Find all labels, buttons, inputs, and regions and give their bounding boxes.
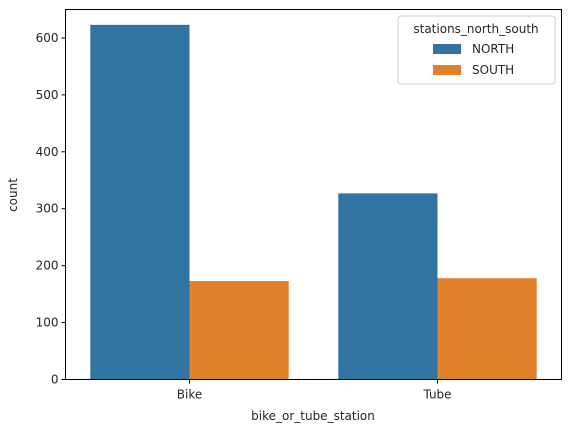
legend-entry-north: NORTH (472, 42, 514, 56)
plot-frame (65, 9, 562, 380)
bar-south-bike (189, 281, 289, 380)
y-axis-label: count (6, 178, 20, 212)
bars-group (90, 24, 537, 380)
bar-south-tube (437, 278, 537, 380)
y-axis-ticks: 0 100 200 300 400 500 600 (36, 31, 66, 387)
y-tick-label: 300 (36, 202, 59, 216)
legend-swatch-south (433, 65, 461, 75)
y-tick-label: 200 (36, 259, 59, 273)
legend: stations_north_south NORTH SOUTH (397, 15, 556, 85)
x-tick-label-tube: Tube (422, 388, 451, 402)
x-tick-label-bike: Bike (177, 388, 202, 402)
x-axis-ticks: Bike Tube (177, 379, 452, 402)
y-tick-label: 100 (36, 316, 59, 330)
x-axis-label: bike_or_tube_station (251, 409, 375, 423)
legend-entry-south: SOUTH (472, 63, 514, 77)
y-tick-label: 0 (51, 373, 59, 387)
y-tick-label: 400 (36, 145, 59, 159)
legend-title: stations_north_south (413, 22, 538, 36)
y-tick-label: 500 (36, 88, 59, 102)
y-tick-label: 600 (36, 31, 59, 45)
legend-swatch-north (433, 44, 461, 54)
bar-north-bike (90, 24, 190, 380)
bar-north-tube (338, 193, 438, 380)
